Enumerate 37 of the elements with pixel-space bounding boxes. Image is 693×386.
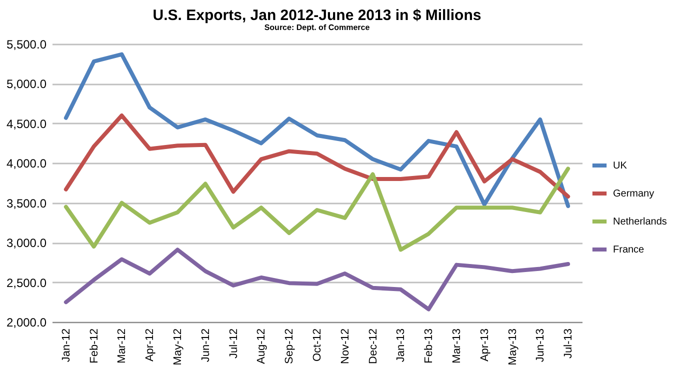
x-tick-label: Jul-12 — [228, 328, 240, 358]
chart-title: U.S. Exports, Jan 2012-June 2013 in $ Millions — [152, 7, 482, 24]
x-tick-label: Sep-12 — [284, 328, 296, 364]
y-tick-label: 3,500.0 — [6, 196, 47, 210]
x-tick-label: Jan-13 — [395, 328, 408, 362]
x-tick-label: Apr-13 — [478, 328, 491, 362]
x-tick-label: Jun-12 — [200, 328, 212, 362]
x-tick-label: May-12 — [172, 328, 184, 366]
x-tick-label: May-13 — [506, 328, 519, 366]
x-tick-label: Oct-12 — [312, 328, 324, 362]
x-tick-label: Jan-12 — [60, 328, 72, 362]
legend-label: UK — [613, 160, 628, 172]
x-tick-label: Aug-12 — [256, 328, 268, 364]
y-tick-label: 5,500.0 — [6, 38, 47, 52]
legend-label: Germany — [613, 188, 654, 200]
line-series — [64, 113, 570, 199]
x-tick-label: Dec-12 — [367, 328, 380, 364]
y-tick-label: 2,000.0 — [6, 316, 47, 330]
y-tick-label: 5,000.0 — [6, 77, 47, 92]
x-tick-label: Mar-13 — [450, 328, 463, 364]
x-tick-label: Jul-13 — [562, 328, 575, 358]
chart-subtitle: Source: Dept. of Commerce — [264, 23, 370, 32]
legend-label: France — [613, 244, 645, 256]
legend-label: Netherlands — [613, 216, 667, 228]
x-tick-label: Feb-13 — [423, 328, 436, 364]
x-tick-label: Mar-12 — [116, 328, 128, 364]
y-tick-label: 4,000.0 — [6, 156, 47, 171]
x-tick-label: Apr-12 — [144, 328, 156, 362]
y-tick-label: 2,500.0 — [6, 276, 47, 290]
x-tick-label: Feb-12 — [88, 328, 100, 364]
line-series — [64, 166, 570, 252]
y-tick-label: 3,000.0 — [6, 236, 47, 250]
y-tick-label: 4,500.0 — [6, 116, 47, 131]
x-tick-label: Nov-12 — [339, 328, 352, 364]
line-series — [64, 52, 570, 208]
line-series — [64, 248, 570, 312]
x-tick-label: Jun-13 — [534, 328, 547, 362]
